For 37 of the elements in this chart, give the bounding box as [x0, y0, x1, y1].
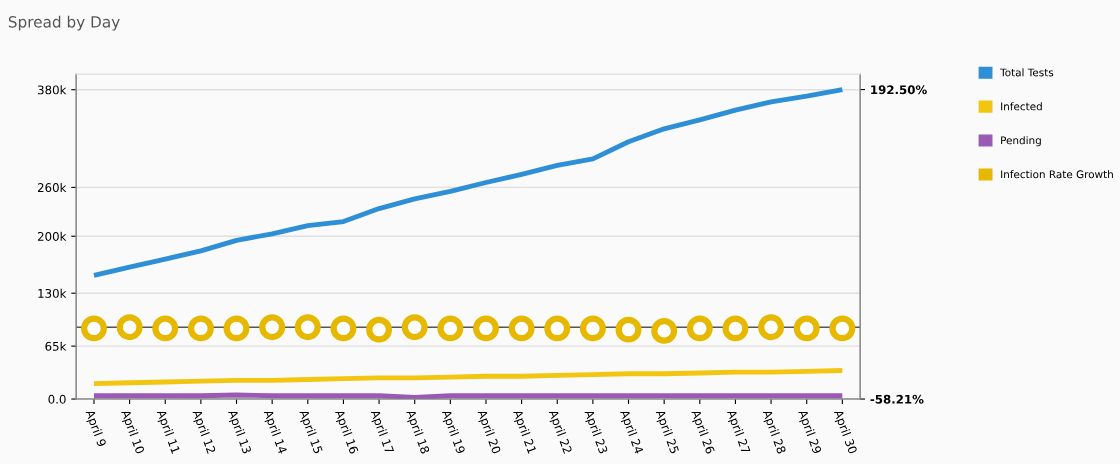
x-tick-label: April 22 [546, 408, 573, 455]
x-tick-label: April 14 [261, 408, 288, 456]
y-tick-label: 380k [37, 85, 67, 95]
x-tick-label: April 17 [368, 408, 395, 455]
y2-tick-label: 192.50% [871, 85, 927, 95]
legend-label: Pending [1001, 136, 1041, 147]
y-tick-label: 200k [37, 231, 67, 241]
x-tick-label: April 27 [724, 408, 751, 455]
x-tick-label: April 20 [475, 408, 502, 455]
y2-tick-label: -58.21% [870, 394, 924, 404]
x-tick-label: April 11 [154, 408, 181, 455]
y-tick-label: 130k [38, 288, 67, 298]
y-tick-label: 65k [45, 341, 67, 351]
y-tick-label: 0.0 [48, 394, 66, 404]
x-tick-label: April 30 [831, 408, 858, 455]
chart-title: Spread by Day [8, 15, 120, 31]
x-tick-label: April 9 [83, 408, 107, 448]
x-tick-label: April 12 [190, 408, 217, 455]
x-tick-label: April 29 [796, 408, 823, 455]
x-tick-label: April 19 [439, 408, 466, 455]
x-tick-label: April 26 [689, 408, 716, 455]
legend-label: Infection Rate Growth [1001, 170, 1113, 179]
x-tick-label: April 28 [760, 408, 787, 455]
x-tick-label: April 24 [617, 408, 644, 456]
x-tick-label: April 15 [297, 408, 324, 455]
y-tick-label: 260k [37, 182, 67, 193]
x-tick-label: April 21 [510, 408, 537, 455]
line-series [91, 87, 845, 278]
x-tick-label: April 13 [225, 408, 252, 455]
legend-label: Total Tests [1000, 68, 1054, 77]
x-tick-label: April 16 [332, 408, 359, 455]
legend-label: Infected [1001, 102, 1042, 111]
x-tick-label: April 25 [653, 408, 680, 455]
x-tick-label: April 18 [404, 408, 431, 455]
x-tick-label: April 10 [118, 408, 145, 455]
line-series [91, 368, 845, 386]
x-tick-label: April 23 [582, 408, 609, 455]
